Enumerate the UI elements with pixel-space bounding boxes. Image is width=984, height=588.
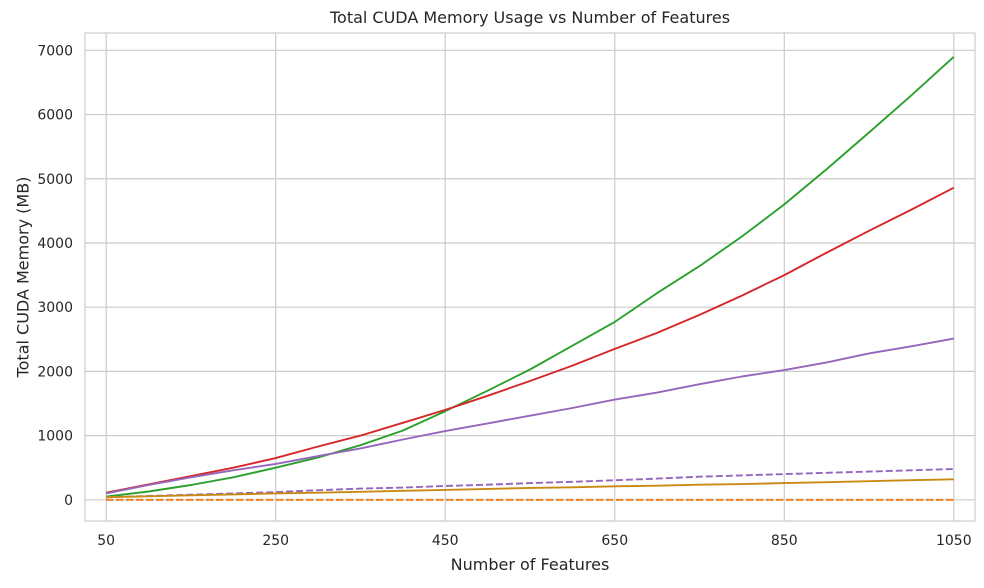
y-tick-label: 3000 (37, 300, 73, 316)
x-tick-label: 250 (262, 533, 289, 549)
y-axis-label: Total CUDA Memory (MB) (14, 177, 33, 379)
chart-title: Total CUDA Memory Usage vs Number of Fea… (329, 8, 730, 27)
x-tick-label: 450 (432, 533, 459, 549)
x-tick-label: 1050 (936, 533, 972, 549)
x-tick-label: 650 (601, 533, 628, 549)
y-tick-label: 4000 (37, 236, 73, 252)
series-line-4 (106, 468, 954, 499)
series-line-2 (106, 186, 955, 494)
grid-lines (85, 33, 975, 521)
x-axis-label: Number of Features (451, 555, 610, 574)
y-tick-label: 1000 (37, 429, 73, 445)
y-tick-label: 7000 (37, 43, 73, 59)
series-lines (106, 56, 955, 501)
plot-area-frame (84, 32, 976, 522)
series-line-3 (106, 337, 954, 495)
y-tick-label: 0 (64, 493, 73, 509)
series-line-5 (106, 478, 954, 499)
y-tick-label: 2000 (37, 364, 73, 380)
tick-labels: 50 250 450 650 850 1050 0 1000 2000 3000 4000 5000 6… (37, 43, 971, 549)
y-tick-label: 5000 (37, 172, 73, 188)
x-tick-label: 850 (771, 533, 798, 549)
y-tick-label: 6000 (37, 108, 73, 124)
series-line-1 (106, 56, 955, 498)
x-tick-label: 50 (97, 533, 115, 549)
